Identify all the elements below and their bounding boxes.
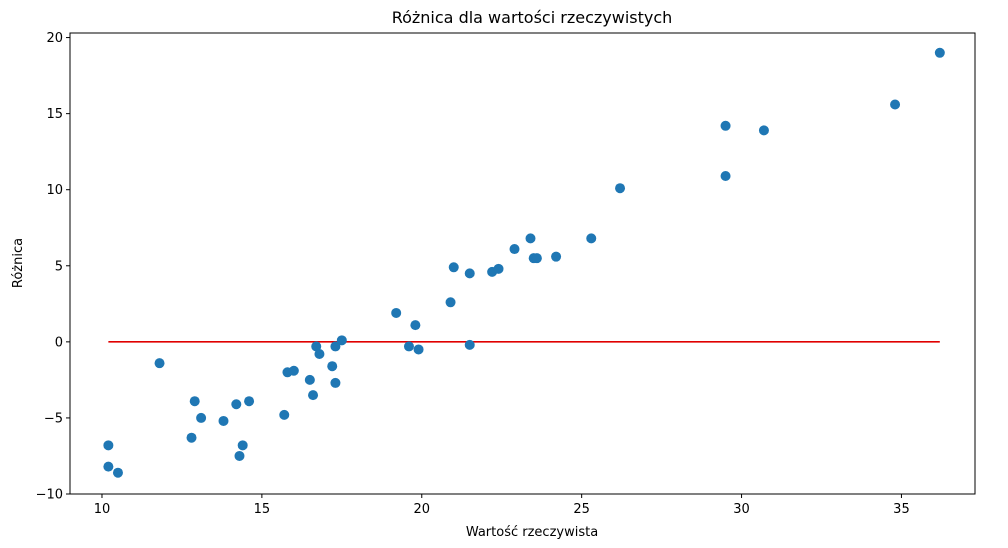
data-point (615, 183, 626, 194)
data-point (403, 341, 414, 352)
data-point (237, 440, 248, 451)
y-axis-label: Różnica (11, 238, 26, 288)
data-point (586, 233, 597, 244)
x-tick-label: 30 (733, 502, 750, 517)
data-point (314, 349, 325, 360)
data-point (112, 467, 123, 478)
y-tick-label: −10 (36, 488, 63, 503)
data-point (231, 399, 242, 410)
data-point (330, 341, 341, 352)
data-point (103, 440, 114, 451)
data-point (464, 339, 475, 350)
chart-title: Różnica dla wartości rzeczywistych (392, 8, 673, 27)
x-tick-label: 20 (413, 502, 430, 517)
data-point (311, 341, 322, 352)
x-axis-label: Wartość rzeczywista (466, 525, 598, 540)
y-tick-label: 5 (55, 259, 63, 274)
y-axis: −10 −5 0 5 10 15 20 (36, 31, 70, 503)
data-point (720, 171, 731, 182)
data-point (720, 120, 731, 131)
x-tick-label: 15 (254, 502, 271, 517)
data-point (413, 344, 424, 355)
data-point (445, 297, 456, 308)
data-point (410, 320, 421, 331)
x-tick-label: 10 (94, 502, 111, 517)
data-point (525, 233, 536, 244)
data-point (934, 47, 945, 58)
y-tick-label: −5 (44, 411, 63, 426)
data-point (448, 262, 459, 273)
data-point (336, 335, 347, 346)
data-point (551, 251, 562, 262)
data-point (234, 450, 245, 461)
y-tick-label: 10 (46, 183, 63, 198)
data-point (890, 99, 901, 110)
data-point (218, 415, 229, 426)
data-point (330, 377, 341, 388)
x-tick-label: 25 (573, 502, 590, 517)
data-point (288, 365, 299, 376)
data-point (279, 409, 290, 420)
data-point (103, 461, 114, 472)
data-point (531, 253, 542, 264)
data-point (509, 244, 520, 255)
y-tick-label: 15 (46, 107, 63, 122)
data-point (308, 390, 319, 401)
data-point (493, 263, 504, 274)
x-tick-label: 35 (893, 502, 910, 517)
x-axis: 10 15 20 25 30 35 (94, 494, 910, 517)
data-point (189, 396, 200, 407)
data-point (758, 125, 769, 136)
data-point (327, 361, 338, 372)
y-tick-label: 20 (46, 31, 63, 46)
data-point (154, 358, 165, 369)
data-point (391, 307, 402, 318)
y-tick-label: 0 (55, 335, 63, 350)
data-point (304, 374, 315, 385)
axes-frame (69, 32, 976, 495)
data-point (196, 412, 207, 423)
plot-area (103, 47, 945, 478)
data-point (244, 396, 255, 407)
data-point (186, 432, 197, 443)
data-point (464, 268, 475, 279)
